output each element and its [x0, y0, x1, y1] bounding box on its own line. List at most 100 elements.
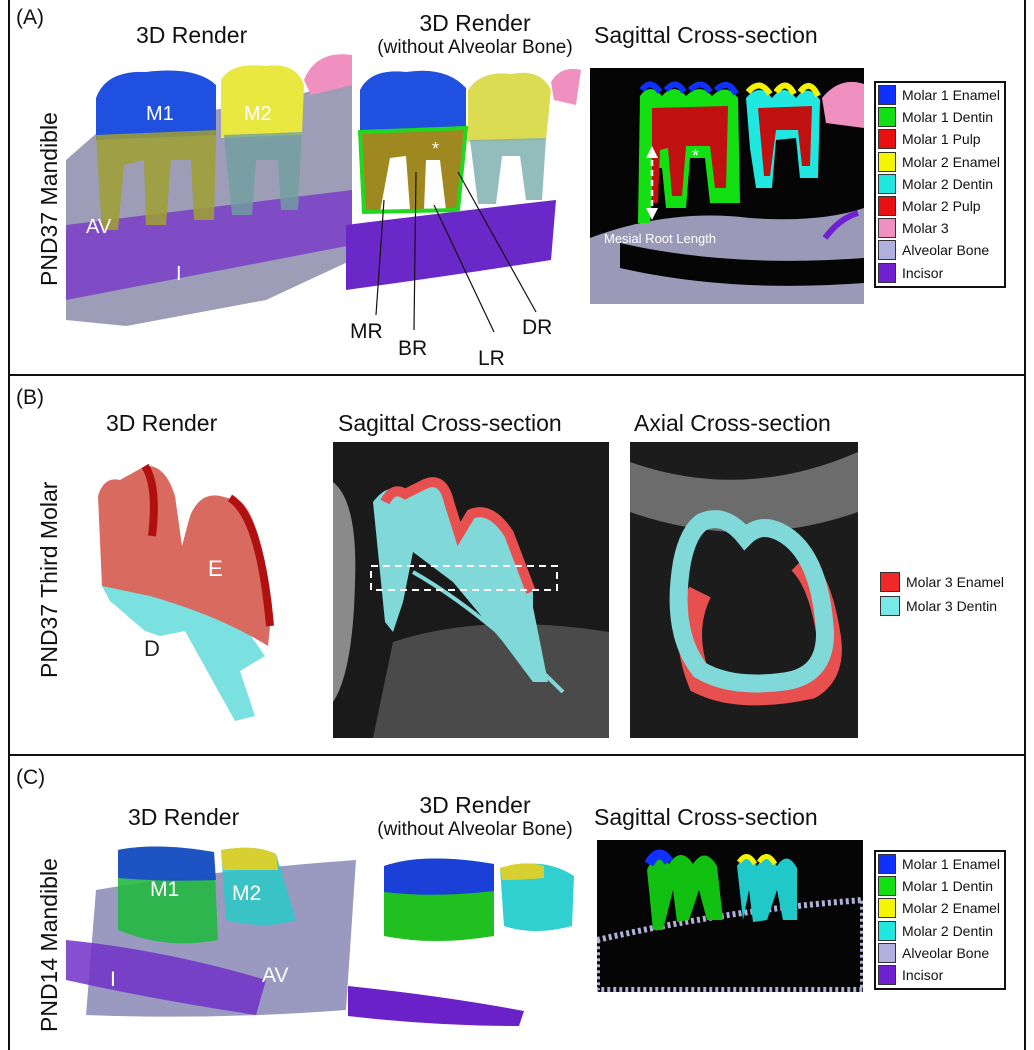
molar-2-enamel-shape — [500, 863, 544, 880]
legend-label: Incisor — [902, 967, 944, 984]
av-label: AV — [262, 964, 288, 987]
panel-c: (C) PND14 Mandible 3D Render 3D Render (… — [8, 756, 1026, 1050]
ct-bone-top — [630, 452, 858, 532]
molar-1-enamel-shape — [96, 70, 216, 140]
legend-item: Molar 1 Dentin — [878, 106, 1000, 128]
legend-item: Alveolar Bone — [878, 239, 1000, 261]
molar-1-enamel-shape — [118, 846, 216, 881]
molar-1-dentin-outline — [357, 125, 469, 215]
legend-label: Alveolar Bone — [902, 944, 990, 961]
molar-2-enamel-shape — [221, 65, 304, 138]
panel-b-axial-figure — [630, 442, 858, 738]
panel-a-3d-render-figure: M1 M2 AV I — [66, 54, 352, 326]
molar-3-dentin-ring — [669, 510, 834, 693]
axial-slice-box — [370, 565, 558, 591]
legend-swatch — [878, 240, 896, 261]
molar-3-shape — [304, 54, 352, 95]
incisor-shape — [66, 190, 352, 300]
panel-b-title-render: 3D Render — [106, 410, 218, 436]
panel-a-title-sagittal: Sagittal Cross-section — [594, 22, 818, 48]
legend-swatch — [878, 129, 896, 150]
panel-b-title-sagittal: Sagittal Cross-section — [338, 410, 562, 436]
legend-swatch — [878, 898, 896, 919]
molar-2-enamel-shape — [736, 854, 778, 866]
panel-c-title-render-nb: 3D Render (without Alveolar Bone) — [377, 792, 573, 840]
molar-3-shape — [822, 81, 864, 128]
molar-2-enamel-shape — [745, 82, 821, 98]
legend-swatch — [880, 572, 900, 592]
av-label: AV — [86, 216, 112, 238]
incisor-label: I — [110, 968, 116, 991]
panel-c-label: (C) — [16, 766, 46, 789]
incisor-shape — [822, 210, 859, 240]
molar-1-enamel-shape — [384, 858, 494, 895]
lr-pointer-line — [433, 204, 495, 333]
panel-b-legend: Molar 3 Enamel Molar 3 Dentin — [880, 570, 1004, 618]
panel-a-sagittal-figure: * Mesial Root Length — [590, 68, 864, 304]
legend-label: Molar 2 Enamel — [902, 900, 1001, 917]
incisor-shape — [348, 986, 524, 1026]
incisor-shape — [346, 200, 556, 290]
panel-b-title-axial: Axial Cross-section — [634, 410, 831, 436]
legend-label: Molar 2 Dentin — [902, 922, 994, 939]
molar-3-shape — [551, 68, 581, 105]
panel-c-title-sagittal: Sagittal Cross-section — [594, 804, 818, 830]
legend-swatch — [878, 262, 896, 283]
molar-1-dentin-shape — [647, 855, 723, 930]
molar-2-enamel-shape — [468, 72, 551, 142]
m1-label: M1 — [146, 103, 174, 125]
panel-a-legend: Molar 1 Enamel Molar 1 Dentin Molar 1 Pulp… — [874, 81, 1007, 288]
legend-item: Molar 1 Pulp — [878, 128, 1000, 150]
legend-item: Molar 2 Dentin — [878, 173, 1000, 195]
m2-label: M2 — [232, 882, 261, 905]
ct-bone-bottom — [373, 624, 609, 738]
canal-gap — [620, 243, 864, 286]
asterisk-marker: * — [692, 146, 699, 166]
legend-label: Molar 1 Dentin — [902, 878, 994, 895]
legend-item: Molar 2 Dentin — [878, 920, 1000, 942]
panel-c-sagittal-figure — [597, 840, 863, 992]
legend-swatch — [878, 107, 896, 128]
br-label: BR — [398, 337, 427, 360]
asterisk-marker: * — [432, 139, 439, 159]
legend-item: Incisor — [878, 262, 1000, 284]
panel-c-3d-render-nb-figure — [348, 858, 574, 1026]
molar-2-pulp-shape — [758, 106, 812, 176]
molar-2-enamel-shape — [221, 847, 278, 870]
legend-swatch — [880, 596, 900, 616]
mr-pointer-line — [375, 199, 385, 316]
legend-label: Molar 1 Enamel — [902, 856, 1001, 873]
br-pointer-line — [413, 171, 417, 331]
legend-item: Molar 3 Enamel — [880, 570, 1004, 594]
panel-a-title-render: 3D Render — [136, 22, 248, 48]
legend-swatch — [878, 218, 896, 239]
panel-b-3d-render-figure: E D — [98, 463, 274, 721]
panel-b-label: (B) — [16, 386, 44, 409]
legend-label: Molar 3 Dentin — [906, 598, 998, 614]
legend-item: Molar 2 Enamel — [878, 897, 1000, 919]
panel-c-title-render: 3D Render — [128, 804, 240, 830]
molar-1-enamel-shape — [639, 81, 739, 96]
legend-item: Alveolar Bone — [878, 942, 1000, 964]
lr-label: LR — [478, 347, 505, 370]
legend-item: Molar 3 — [878, 217, 1000, 239]
molar-1-enamel-shape — [644, 849, 674, 867]
legend-label: Molar 1 Pulp — [902, 131, 981, 148]
dr-pointer-line — [457, 171, 537, 313]
legend-swatch — [878, 854, 896, 875]
legend-swatch — [878, 920, 896, 941]
enamel-label: E — [208, 556, 223, 581]
legend-swatch — [878, 151, 896, 172]
legend-item: Molar 2 Pulp — [878, 195, 1000, 217]
legend-item: Molar 1 Enamel — [878, 853, 1000, 875]
legend-swatch — [878, 942, 896, 963]
molar-2-dentin-shape — [737, 858, 797, 922]
legend-label: Molar 2 Dentin — [902, 175, 994, 192]
m1-label: M1 — [150, 878, 179, 901]
molar-2-root-shape — [224, 132, 302, 215]
legend-item: Molar 1 Dentin — [878, 875, 1000, 897]
panel-a-row-label: PND37 Mandible — [36, 112, 62, 286]
dentin-root-line — [412, 570, 565, 694]
m2-label: M2 — [244, 103, 272, 125]
mesial-root-length-label: Mesial Root Length — [604, 231, 716, 246]
